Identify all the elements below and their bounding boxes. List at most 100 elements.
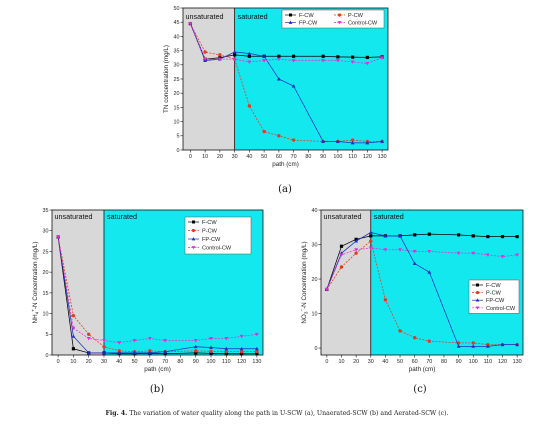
data-point [380, 139, 385, 143]
data-point [255, 350, 259, 354]
data-point [471, 344, 476, 348]
y-tick-label: 25 [43, 249, 49, 255]
data-point [471, 234, 475, 238]
unsaturated-region-label: unsaturated [324, 212, 362, 221]
legend-swatch-marker [476, 283, 479, 287]
legend-item-control-cw: Control-CW [188, 246, 232, 252]
data-point [132, 339, 137, 343]
data-point [224, 352, 228, 356]
y-tick-label: 10 [43, 311, 49, 317]
saturated-region-label: saturated [238, 12, 268, 21]
legend-label: FP-CW [202, 237, 221, 243]
legend-label: P-CW [202, 229, 218, 235]
legend-label: Control-CW [202, 246, 232, 252]
data-point [132, 350, 137, 355]
data-point [56, 235, 61, 239]
data-point [365, 61, 370, 66]
legend-item-control-cw: Control-CW [334, 21, 378, 27]
x-tick-label: 110 [348, 154, 357, 160]
data-point [232, 50, 237, 54]
legend-label: F-CW [202, 220, 217, 226]
data-point [148, 349, 152, 353]
data-point [486, 234, 490, 239]
series-control-cw [188, 22, 385, 66]
data-point [412, 249, 417, 254]
legend-swatch-marker [475, 306, 480, 310]
y-tick-label: 30 [312, 242, 318, 248]
series-control-cw [324, 246, 520, 292]
data-point [86, 350, 91, 355]
x-tick-label: 10 [338, 359, 344, 365]
panel-label: (c) [413, 384, 427, 395]
data-point [102, 345, 106, 349]
y-tick-label: 5 [177, 134, 180, 140]
series-fp-cw [324, 230, 520, 348]
unsaturated-region-label: unsaturated [186, 12, 224, 21]
x-tick-label: 110 [222, 359, 231, 365]
caption-text: The variation of water quality along the… [129, 410, 449, 417]
data-point [277, 54, 281, 58]
x-tick-label: 0 [57, 359, 60, 365]
data-point [232, 57, 237, 62]
data-point [383, 298, 388, 302]
x-axis-label: path (cm) [272, 161, 299, 168]
y-tick-label: 50 [174, 6, 180, 12]
data-point [485, 344, 490, 348]
data-point [351, 55, 355, 59]
data-point [71, 326, 76, 331]
data-point [218, 53, 222, 57]
x-tick-label: 0 [189, 154, 192, 160]
data-point [427, 339, 431, 343]
unsaturated-region [321, 210, 371, 355]
data-point [102, 339, 106, 343]
legend-label: Control-CW [486, 306, 516, 312]
data-point [71, 347, 76, 351]
x-tick-label: 20 [353, 359, 359, 365]
legend-label: F-CW [299, 13, 314, 19]
data-point [456, 233, 461, 237]
saturated-region-label: saturated [107, 212, 137, 221]
legend-item-control-cw: Control-CW [472, 306, 516, 312]
unsaturated-region [52, 210, 104, 355]
x-tick-label: 80 [441, 359, 447, 365]
data-point [321, 54, 325, 58]
x-tick-label: 20 [217, 154, 223, 160]
legend-swatch-marker [191, 228, 196, 233]
data-point [350, 138, 355, 142]
data-point [515, 342, 520, 347]
y-tick-label: 20 [43, 270, 49, 276]
y-tick-label: 35 [43, 208, 49, 214]
x-tick-label: 100 [333, 154, 342, 160]
data-point [247, 104, 252, 108]
legend-swatch-marker [191, 237, 196, 241]
y-tick-label: 20 [312, 277, 318, 283]
x-tick-label: 80 [305, 154, 311, 160]
data-point [188, 22, 193, 26]
data-point [354, 239, 359, 243]
series-control-cw [56, 235, 259, 345]
x-tick-label: 50 [397, 359, 403, 365]
y-tick-label: 10 [174, 120, 180, 126]
data-point [515, 234, 519, 239]
chart-panel-b: unsaturated saturated 0 5 10 15 20 25 30 35 0 10 20 3… [30, 208, 264, 395]
saturated-region [234, 8, 388, 150]
data-point [255, 352, 259, 356]
data-point [500, 255, 505, 259]
data-point [247, 60, 252, 64]
x-axis-label: path (cm) [409, 366, 436, 373]
data-point [427, 270, 432, 274]
data-point [398, 248, 402, 252]
y-tick-label: 40 [174, 34, 180, 40]
x-tick-label: 40 [382, 359, 388, 365]
data-point [247, 51, 252, 55]
y-tick-label: 25 [174, 77, 180, 83]
x-tick-label: 20 [86, 359, 92, 365]
x-tick-label: 80 [177, 359, 183, 365]
data-point [456, 251, 461, 256]
chart-panel-c: unsaturated saturated 0 10 20 30 40 0 10 20 30 40 50… [299, 208, 524, 395]
x-tick-label: 70 [426, 359, 432, 365]
x-tick-label: 120 [237, 359, 246, 365]
legend-swatch-marker [475, 298, 480, 302]
data-point [369, 234, 373, 238]
